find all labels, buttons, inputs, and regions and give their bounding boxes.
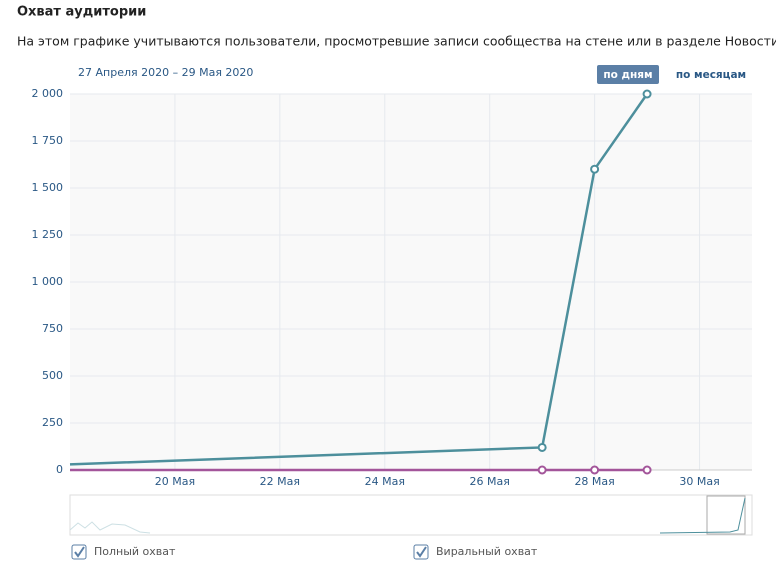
x-tick-label: 26 Мая [470, 475, 510, 488]
y-tick-label: 750 [42, 322, 63, 335]
y-tick-label: 250 [42, 416, 63, 429]
legend-check[interactable] [416, 546, 427, 558]
day-button-bg[interactable] [597, 65, 659, 84]
y-tick-label: 1 750 [32, 134, 64, 147]
chart-subtitle: На этом графике учитываются пользователи… [17, 34, 776, 49]
legend-label[interactable]: Полный охват [94, 545, 176, 558]
day-button[interactable]: по дням [603, 69, 652, 81]
x-tick-label: 30 Мая [679, 475, 719, 488]
month-button[interactable]: по месяцам [676, 69, 746, 81]
point [537, 442, 547, 452]
point [642, 465, 652, 475]
series-line [69, 93, 649, 466]
y-tick-label: 1 250 [32, 228, 64, 241]
point [590, 465, 600, 475]
date-range[interactable]: 27 Апреля 2020 – 29 Мая 2020 [78, 66, 253, 79]
navigator-line [69, 521, 151, 534]
navigator-window[interactable] [706, 495, 746, 535]
x-tick-label: 28 Мая [574, 475, 614, 488]
y-tick-label: 500 [42, 369, 63, 382]
legend-label[interactable]: Виральный охват [436, 545, 538, 558]
point [590, 164, 600, 174]
x-tick-label: 20 Мая [155, 475, 195, 488]
navigator [69, 494, 753, 536]
x-tick-label: 24 Мая [365, 475, 405, 488]
legend-check[interactable] [74, 546, 85, 558]
y-tick-label: 2 000 [32, 87, 64, 100]
point [642, 89, 652, 99]
point [537, 465, 547, 475]
navigator-line [659, 497, 746, 534]
y-tick-label: 1 500 [32, 181, 64, 194]
x-tick-label: 22 Мая [260, 475, 300, 488]
y-tick-label: 0 [56, 463, 63, 476]
chart-title: Охват аудитории [17, 5, 146, 20]
y-tick-label: 1 000 [32, 275, 64, 288]
